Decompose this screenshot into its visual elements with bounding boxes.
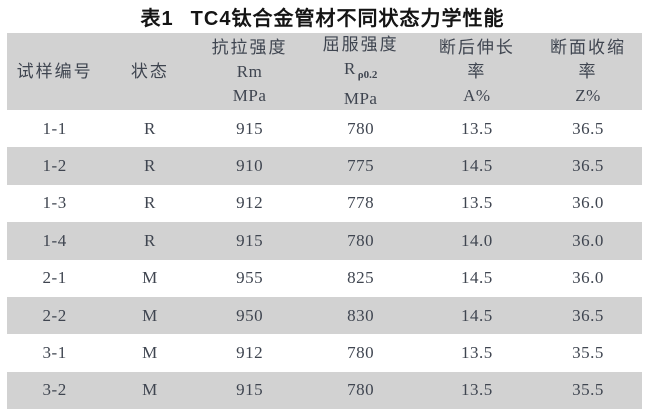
cell-tensile-strength: 955 — [236, 268, 264, 288]
cell-tensile-strength: 915 — [236, 230, 264, 250]
table-row: 3-2 M 915 780 13.5 35.5 — [7, 371, 642, 410]
cell-state: R — [143, 118, 156, 138]
cell-yield-strength: 775 — [347, 156, 375, 176]
table-row: 3-1 M 912 780 13.5 35.5 — [7, 334, 642, 371]
header-line: 试样编号 — [16, 61, 93, 81]
cell-tensile-strength: 910 — [236, 156, 264, 176]
header-state: 状态 — [102, 33, 197, 110]
header-symbol: A% — [463, 85, 491, 105]
cell-yield-strength: 780 — [347, 380, 375, 400]
cell-sample-id: 1-4 — [42, 230, 67, 250]
table-row: 1-2 R 910 775 14.5 36.5 — [7, 147, 642, 185]
cell-state: R — [143, 156, 156, 176]
cell-state: M — [142, 268, 158, 288]
cell-reduction-of-area: 36.0 — [572, 268, 604, 288]
table-number: 表1 — [140, 8, 174, 30]
cell-tensile-strength: 912 — [236, 193, 264, 213]
cell-sample-id: 1-2 — [42, 156, 67, 176]
cell-sample-id: 3-1 — [42, 343, 67, 363]
cell-elongation: 14.5 — [461, 156, 493, 176]
cell-yield-strength: 780 — [347, 118, 375, 138]
cell-elongation: 14.5 — [461, 268, 493, 288]
cell-sample-id: 2-2 — [42, 305, 67, 325]
cell-yield-strength: 825 — [347, 268, 375, 288]
cell-state: M — [142, 343, 158, 363]
header-line: 断面收缩 — [550, 37, 626, 57]
table-body: 1-1 R 915 780 13.5 36.5 1-2 R 910 775 14… — [7, 110, 642, 410]
cell-state: M — [142, 380, 158, 400]
table-row: 1-3 R 912 778 13.5 36.0 — [7, 185, 642, 222]
cell-yield-strength: 780 — [347, 343, 375, 363]
cell-sample-id: 1-1 — [42, 118, 67, 138]
header-elongation: 断后伸长 率 A% — [420, 33, 534, 110]
header-line: 断后伸长 — [438, 37, 515, 57]
header-sample-id: 试样编号 — [7, 33, 102, 110]
header-unit: MPa — [343, 88, 378, 108]
header-line: 抗拉强度 — [211, 37, 288, 57]
header-line: 率 — [578, 61, 598, 81]
cell-reduction-of-area: 36.5 — [572, 156, 604, 176]
header-symbol: Rm — [236, 61, 263, 81]
cell-tensile-strength: 912 — [236, 343, 264, 363]
cell-yield-strength: 778 — [347, 193, 375, 213]
table-row: 2-2 M 950 830 14.5 36.5 — [7, 296, 642, 335]
cell-tensile-strength: 915 — [236, 118, 264, 138]
table-row: 1-1 R 915 780 13.5 36.5 — [7, 110, 642, 147]
cell-tensile-strength: 915 — [236, 380, 264, 400]
table-row: 1-4 R 915 780 14.0 36.0 — [7, 222, 642, 260]
cell-state: R — [143, 230, 156, 250]
cell-reduction-of-area: 35.5 — [572, 343, 604, 363]
cell-yield-strength: 780 — [347, 230, 375, 250]
cell-yield-strength: 830 — [347, 305, 375, 325]
header-tensile-strength: 抗拉强度 Rm MPa — [198, 33, 302, 110]
header-unit: MPa — [232, 85, 267, 105]
cell-elongation: 13.5 — [461, 193, 493, 213]
cell-tensile-strength: 950 — [236, 305, 264, 325]
cell-elongation: 14.5 — [461, 305, 493, 325]
cell-sample-id: 1-3 — [42, 193, 67, 213]
cell-reduction-of-area: 36.0 — [572, 230, 604, 250]
cell-sample-id: 3-2 — [42, 380, 67, 400]
header-line: 状态 — [130, 61, 169, 81]
cell-reduction-of-area: 35.5 — [572, 380, 604, 400]
cell-state: M — [142, 305, 158, 325]
cell-elongation: 13.5 — [461, 380, 493, 400]
table-caption: 表1 TC4钛合金管材不同状态力学性能 — [0, 0, 645, 33]
cell-elongation: 13.5 — [461, 343, 493, 363]
cell-reduction-of-area: 36.0 — [572, 193, 604, 213]
symbol-subscript: ρ0.2 — [357, 68, 378, 81]
cell-reduction-of-area: 36.5 — [572, 305, 604, 325]
header-line: 屈服强度 — [322, 34, 399, 54]
header-symbol: Z% — [575, 85, 601, 105]
header-line: 率 — [467, 61, 487, 81]
cell-reduction-of-area: 36.5 — [572, 118, 604, 138]
cell-state: R — [143, 193, 156, 213]
table-title-text: TC4钛合金管材不同状态力学性能 — [190, 8, 505, 30]
cell-sample-id: 2-1 — [42, 268, 67, 288]
header-reduction-of-area: 断面收缩 率 Z% — [534, 33, 642, 110]
table-row: 2-1 M 955 825 14.5 36.0 — [7, 260, 642, 297]
cell-elongation: 13.5 — [461, 118, 493, 138]
cell-elongation: 14.0 — [461, 230, 493, 250]
